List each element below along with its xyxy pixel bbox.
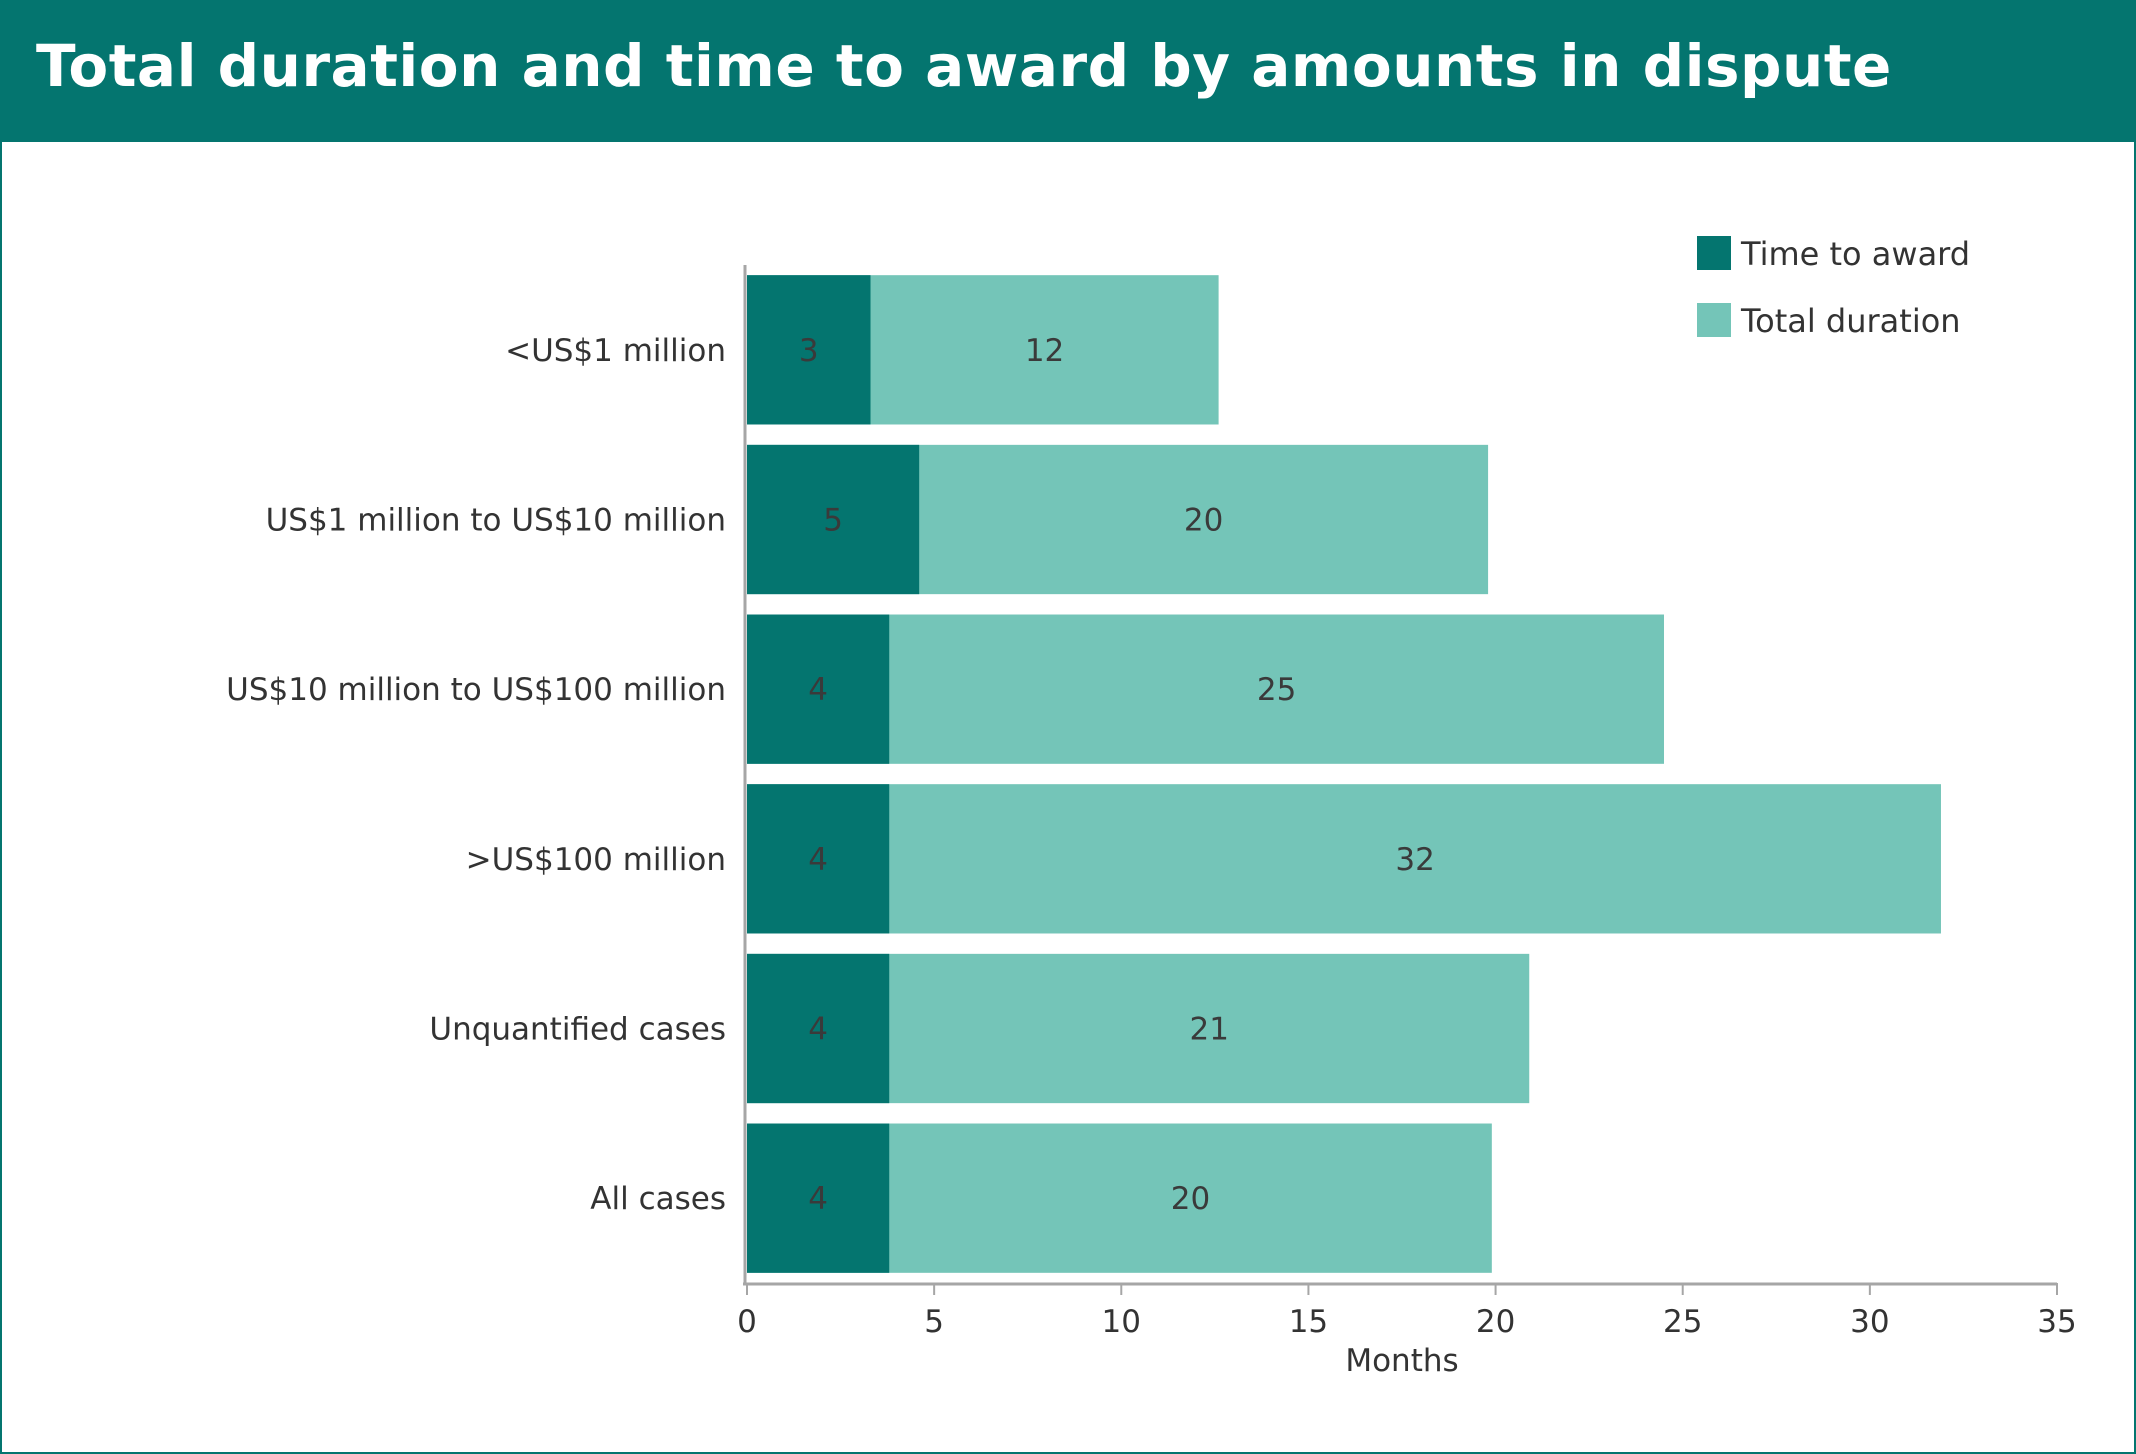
x-tick-label: 0 [737,1304,757,1340]
time-to-award-label: 4 [808,1012,828,1048]
category-label: >US$100 million [466,842,726,878]
x-tick-label: 35 [2037,1304,2076,1340]
x-tick-label: 10 [1102,1304,1141,1340]
title-banner: Total duration and time to award by amou… [2,2,2134,142]
legend: Time to award Total duration [1697,235,1970,340]
category-label: All cases [590,1181,726,1217]
category-label: <US$1 million [505,333,726,369]
legend-label: Time to award [1740,235,1970,273]
total-duration-bar [747,784,1941,934]
x-tick-label: 20 [1476,1304,1515,1340]
time-to-award-label: 4 [808,672,828,708]
total-duration-label: 20 [1171,1181,1210,1217]
category-label: US$10 million to US$100 million [226,672,726,708]
time-to-award-bar [747,614,890,764]
legend-label: Total duration [1740,302,1961,340]
time-to-award-label: 3 [799,333,819,369]
x-axis-title: Months [1345,1343,1458,1379]
total-duration-label: 21 [1190,1012,1229,1048]
chart-title: Total duration and time to award by amou… [36,32,1892,100]
category-labels: <US$1 million US$1 million to US$10 milli… [226,333,726,1217]
total-duration-label: 20 [1184,503,1223,539]
time-to-award-label: 5 [823,503,843,539]
total-duration-bar [747,614,1664,764]
time-to-award-bar [747,953,890,1104]
time-to-award-bar [747,1123,890,1273]
time-to-award-bar [747,784,890,934]
category-label: US$1 million to US$10 million [266,503,726,539]
bars-layer: 3 12 5 20 4 25 4 32 4 21 4 20 [747,275,1941,1273]
time-to-award-label: 4 [808,1181,828,1217]
category-label: Unquantified cases [429,1012,726,1048]
legend-swatch [1697,236,1731,270]
x-tick-label: 5 [924,1304,944,1340]
x-tick-label: 25 [1663,1304,1702,1340]
total-duration-label: 25 [1257,672,1296,708]
total-duration-label: 32 [1395,842,1434,878]
total-duration-label: 12 [1025,333,1064,369]
time-to-award-bar [747,275,871,425]
time-to-award-bar [747,444,920,595]
x-tick-label: 15 [1289,1304,1328,1340]
legend-swatch [1697,303,1731,337]
time-to-award-label: 4 [808,842,828,878]
x-tick-label: 30 [1850,1304,1889,1340]
